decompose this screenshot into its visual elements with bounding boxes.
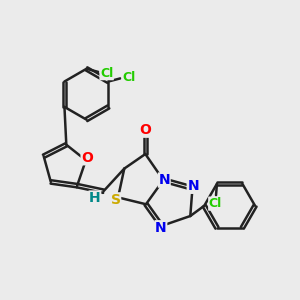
Text: N: N: [155, 221, 167, 235]
Text: S: S: [111, 193, 121, 207]
Text: H: H: [89, 191, 100, 205]
Text: Cl: Cl: [100, 67, 113, 80]
Text: Cl: Cl: [209, 197, 222, 210]
Text: N: N: [187, 179, 199, 193]
Text: Cl: Cl: [122, 71, 135, 84]
Text: N: N: [158, 173, 170, 187]
Text: O: O: [81, 151, 93, 165]
Text: O: O: [140, 123, 151, 137]
